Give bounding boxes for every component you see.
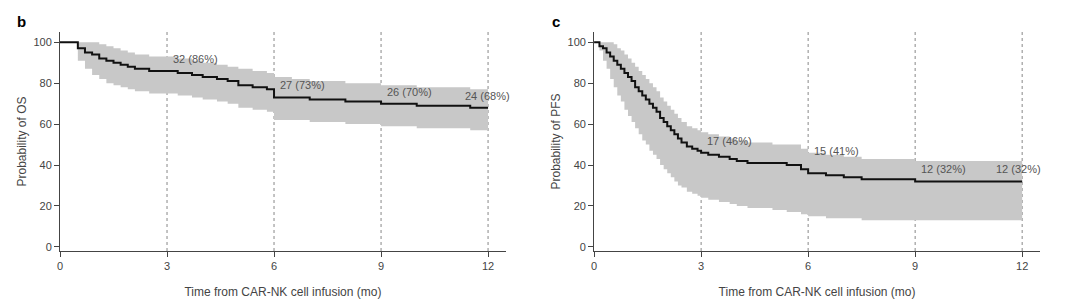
svg-text:0: 0 <box>57 260 63 272</box>
svg-text:12: 12 <box>482 260 494 272</box>
svg-text:12 (32%): 12 (32%) <box>921 163 966 175</box>
svg-text:0: 0 <box>580 241 586 253</box>
svg-text:b: b <box>17 13 26 30</box>
svg-text:20: 20 <box>574 200 586 212</box>
svg-text:c: c <box>552 13 560 30</box>
svg-text:40: 40 <box>40 159 52 171</box>
svg-text:0: 0 <box>46 241 52 253</box>
svg-text:80: 80 <box>574 77 586 89</box>
svg-text:15 (41%): 15 (41%) <box>814 145 859 157</box>
svg-text:60: 60 <box>40 118 52 130</box>
svg-text:6: 6 <box>805 260 811 272</box>
svg-text:80: 80 <box>40 77 52 89</box>
svg-text:27 (73%): 27 (73%) <box>280 79 325 91</box>
svg-text:3: 3 <box>698 260 704 272</box>
svg-text:12: 12 <box>1016 260 1028 272</box>
svg-text:Probability of OS: Probability of OS <box>15 96 29 186</box>
svg-text:Time from CAR-NK cell infusion: Time from CAR-NK cell infusion (mo) <box>719 285 916 299</box>
svg-text:12 (32%): 12 (32%) <box>996 163 1041 175</box>
svg-text:6: 6 <box>271 260 277 272</box>
svg-text:24 (68%): 24 (68%) <box>465 90 510 102</box>
svg-text:17 (46%): 17 (46%) <box>707 135 752 147</box>
svg-text:Probability of PFS: Probability of PFS <box>549 93 563 189</box>
svg-text:32 (86%): 32 (86%) <box>173 53 218 65</box>
svg-text:0: 0 <box>591 260 597 272</box>
svg-text:9: 9 <box>378 260 384 272</box>
svg-text:40: 40 <box>574 159 586 171</box>
svg-text:Time from CAR-NK cell infusion: Time from CAR-NK cell infusion (mo) <box>184 285 381 299</box>
svg-text:9: 9 <box>912 260 918 272</box>
svg-text:60: 60 <box>574 118 586 130</box>
svg-text:100: 100 <box>568 36 586 48</box>
svg-text:20: 20 <box>40 200 52 212</box>
svg-text:26 (70%): 26 (70%) <box>387 86 432 98</box>
svg-text:3: 3 <box>164 260 170 272</box>
svg-text:100: 100 <box>33 36 51 48</box>
